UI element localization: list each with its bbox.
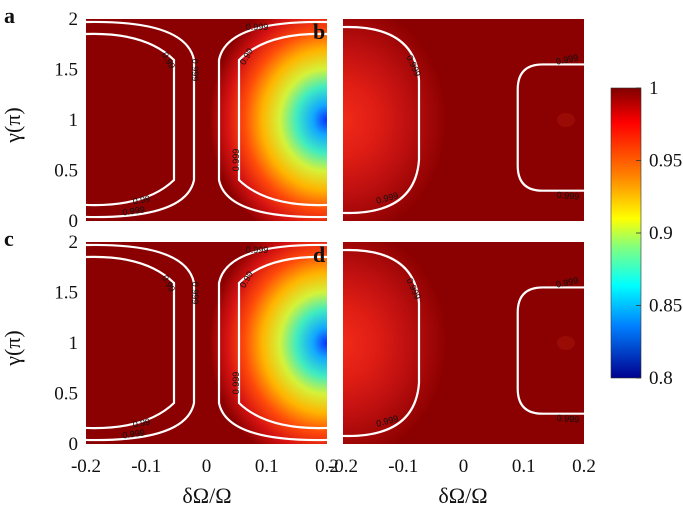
colorbar: 1 0.95 0.9 0.85 0.8 xyxy=(610,78,682,389)
panel-b-left-lobe xyxy=(343,19,584,221)
panel-d-xtick-3: 0.1 xyxy=(512,456,536,477)
panel-d-label-0999-c: 0.999 xyxy=(555,275,579,289)
y-axis-label-top: γ(π) xyxy=(0,107,25,143)
panel-a-ytick-4: 2 xyxy=(69,9,79,30)
panel-d-xtick-0: -0.2 xyxy=(328,456,358,477)
panel-a-contour-099-left xyxy=(86,32,176,207)
panel-a-label-099-b: 0.99 xyxy=(132,194,151,207)
panel-label-b: b xyxy=(313,19,325,44)
panel-a-label-0999-a: 0.999 xyxy=(190,59,200,82)
panel-a-ytick-3: 1.5 xyxy=(54,60,78,81)
colorbar-tick-0: 1 xyxy=(649,78,659,99)
panel-d-contour-0999-right xyxy=(516,286,584,415)
panel-c-label-099-b: 0.99 xyxy=(132,417,151,430)
panel-c-label-0999-c: 0.999 xyxy=(231,372,241,395)
panel-a-contour-0999-left xyxy=(86,20,196,219)
panel-c-contour-099-left xyxy=(86,255,176,430)
panel-a-label-0999-c: 0.999 xyxy=(231,149,241,172)
panel-b-label-0999-d: 0.999 xyxy=(556,190,579,202)
panel-d-label-0999-d: 0.999 xyxy=(556,413,579,425)
panel-a-label-0999-d: 0.999 xyxy=(246,22,269,32)
panel-label-d: d xyxy=(313,242,325,267)
panel-a-contour-099-right xyxy=(237,32,327,207)
panel-d-left-lobe xyxy=(343,242,584,444)
panel-b-contour-0999-left xyxy=(343,25,421,215)
panel-c-label-0999-a: 0.999 xyxy=(190,282,200,305)
colorbar-tick-3: 0.85 xyxy=(649,296,682,317)
panel-c-ytick-1: 0.5 xyxy=(54,384,78,405)
panel-b-contour-0999-right xyxy=(516,63,584,192)
panel-c-ytick-2: 1 xyxy=(69,333,79,354)
panel-c-ytick-3: 1.5 xyxy=(54,283,78,304)
panel-a-ytick-2: 1 xyxy=(69,110,79,131)
panel-c-right-lobe xyxy=(86,242,327,444)
panel-b-minor-spot xyxy=(556,113,575,127)
panel-c-contour-0999-left xyxy=(86,243,196,442)
panel-d-minor-spot xyxy=(556,336,575,350)
panel-b-label-0999-c: 0.999 xyxy=(555,52,579,66)
x-axis-label-right: δΩ/Ω xyxy=(438,483,487,508)
colorbar-tick-1: 0.95 xyxy=(649,151,682,172)
panel-d-contour-0999-left xyxy=(343,248,421,438)
colorbar-tick-4: 0.8 xyxy=(649,368,673,389)
panel-d-xtick-1: -0.1 xyxy=(388,456,418,477)
panel-d-xtick-4: 0.2 xyxy=(572,456,596,477)
colorbar-tick-2: 0.9 xyxy=(649,223,673,244)
panel-c-label-0999-b: 0.999 xyxy=(122,427,146,440)
y-axis-label-bottom: γ(π) xyxy=(0,330,25,366)
panel-label-c: c xyxy=(4,226,14,251)
panel-c-xtick-3: 0.1 xyxy=(255,456,279,477)
panel-a-label-0999-b: 0.999 xyxy=(122,204,146,217)
panel-a-right-lobe xyxy=(86,19,327,221)
panel-c-contour-0999-right xyxy=(217,243,327,442)
panel-a-ytick-0: 0 xyxy=(69,211,79,232)
panel-c-xtick-0: -0.2 xyxy=(71,456,101,477)
x-axis-label-left: δΩ/Ω xyxy=(182,483,231,508)
panel-c-ytick-0: 0 xyxy=(69,434,79,455)
panel-c-xtick-4: 0.2 xyxy=(315,456,339,477)
panel-label-a: a xyxy=(4,3,15,28)
panel-c-label-0999-d: 0.999 xyxy=(246,245,269,255)
panel-c-xtick-2: 0 xyxy=(202,456,212,477)
panel-a-ytick-1: 0.5 xyxy=(54,161,78,182)
panel-c-contour-099-right xyxy=(237,255,327,430)
panel-c-xtick-1: -0.1 xyxy=(131,456,161,477)
panel-a-contour-0999-right xyxy=(217,20,327,219)
panel-d-xtick-2: 0 xyxy=(459,456,469,477)
panel-c: 0.99 0.9990.990.9990.9990.990.999c00.511.… xyxy=(4,226,339,477)
panel-a: 0.99 0.9990.990.9990.9990.990.999a00.511.… xyxy=(4,3,327,232)
panel-c-ytick-4: 2 xyxy=(69,232,79,253)
